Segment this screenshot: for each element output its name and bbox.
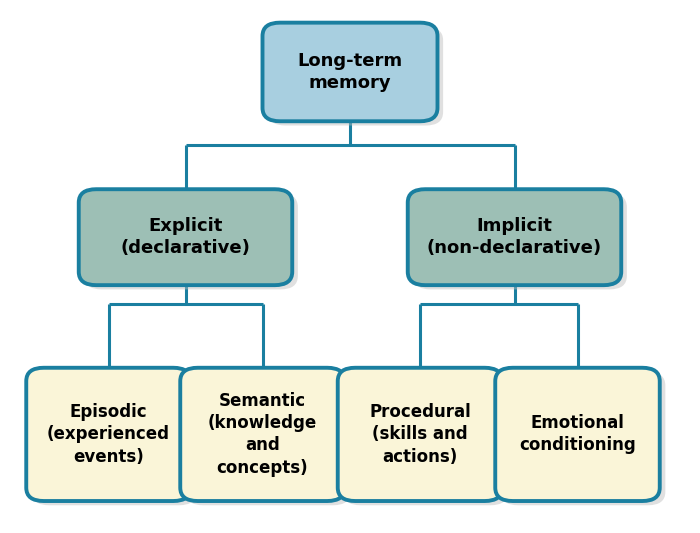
Text: Emotional
conditioning: Emotional conditioning [519, 414, 636, 455]
FancyBboxPatch shape [495, 368, 659, 501]
FancyBboxPatch shape [186, 372, 350, 505]
FancyBboxPatch shape [407, 189, 622, 285]
Text: Episodic
(experienced
events): Episodic (experienced events) [47, 403, 170, 466]
FancyBboxPatch shape [268, 27, 443, 126]
FancyBboxPatch shape [343, 372, 508, 505]
FancyBboxPatch shape [32, 372, 196, 505]
FancyBboxPatch shape [500, 372, 665, 505]
Text: Explicit
(declarative): Explicit (declarative) [120, 217, 251, 257]
FancyBboxPatch shape [413, 193, 627, 289]
Text: Long-term
memory: Long-term memory [298, 52, 402, 92]
FancyBboxPatch shape [337, 368, 502, 501]
FancyBboxPatch shape [180, 368, 344, 501]
FancyBboxPatch shape [27, 368, 190, 501]
FancyBboxPatch shape [79, 189, 293, 285]
Text: Procedural
(skills and
actions): Procedural (skills and actions) [369, 403, 471, 466]
FancyBboxPatch shape [85, 193, 298, 289]
Text: Semantic
(knowledge
and
concepts): Semantic (knowledge and concepts) [208, 392, 317, 477]
FancyBboxPatch shape [262, 22, 438, 122]
Text: Implicit
(non-declarative): Implicit (non-declarative) [427, 217, 602, 257]
